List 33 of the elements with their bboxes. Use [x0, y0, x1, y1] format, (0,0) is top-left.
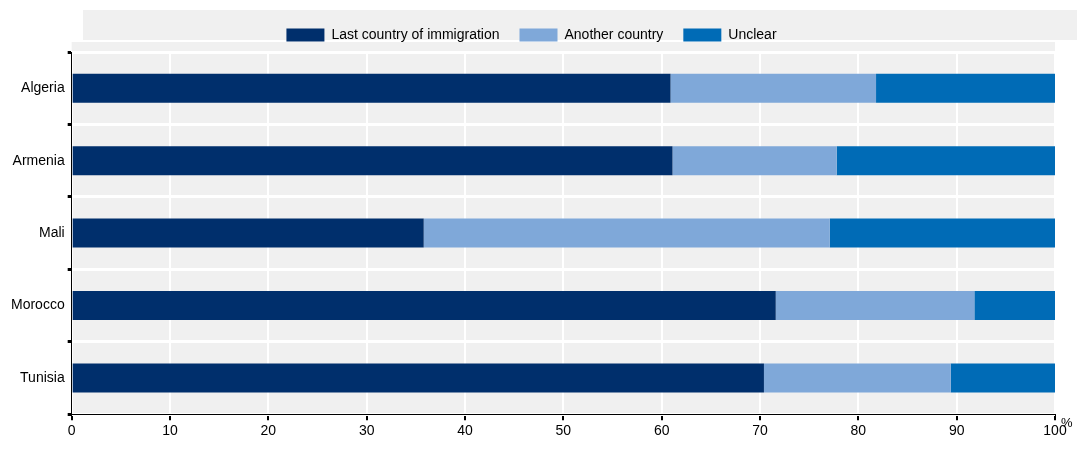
x-tick-label: 20	[260, 422, 277, 439]
legend-label: Unclear	[728, 25, 777, 42]
bar	[775, 291, 975, 321]
bar	[672, 146, 837, 176]
y-tick-label: Algeria	[21, 79, 65, 96]
x-tick-label: 40	[457, 422, 474, 439]
x-tick-label: 0	[67, 422, 76, 439]
legend-label: Another country	[564, 25, 664, 42]
bar	[72, 73, 671, 103]
x-tick-label: 50	[555, 422, 572, 439]
y-tick-label: Morocco	[11, 296, 65, 313]
bar	[763, 363, 951, 393]
x-tick-label: 30	[358, 422, 375, 439]
y-tick-label: Tunisia	[20, 368, 65, 385]
y-tick-label: Armenia	[12, 151, 65, 168]
legend-label: Last country of immigration	[331, 25, 500, 42]
bar	[974, 291, 1055, 321]
y-tick-label: Mali	[39, 223, 65, 240]
bar	[950, 363, 1055, 393]
x-tick-label: 90	[948, 422, 965, 439]
bar	[72, 291, 776, 321]
x-tick-label: 10	[162, 422, 179, 439]
bar	[72, 146, 673, 176]
bar	[829, 218, 1055, 248]
x-tick-label: 80	[850, 422, 867, 439]
bar	[72, 363, 764, 393]
bar	[836, 146, 1055, 176]
bar	[72, 218, 424, 248]
bar	[670, 73, 877, 103]
bar	[876, 73, 1055, 103]
x-tick-label: 70	[752, 422, 768, 439]
bar	[423, 218, 830, 248]
x-tick-label: 60	[653, 422, 670, 439]
